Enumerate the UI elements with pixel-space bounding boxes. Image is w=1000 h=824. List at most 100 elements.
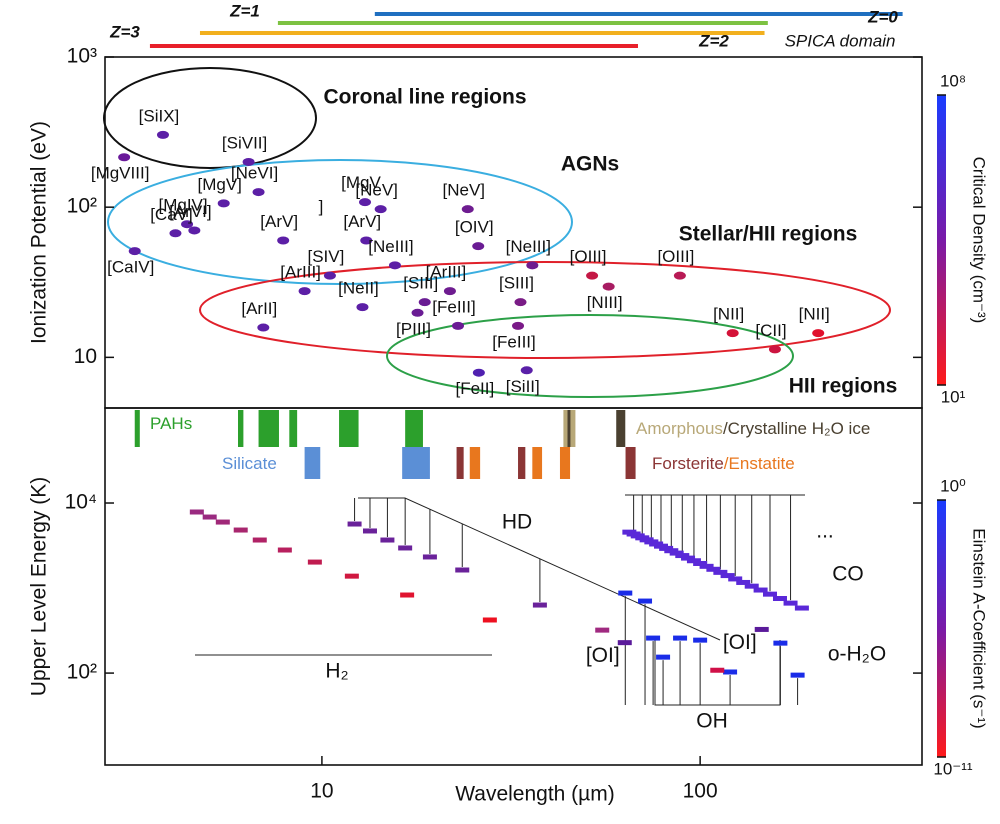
line-point [118, 153, 131, 162]
band [456, 447, 464, 479]
line-label: [ArIII] [280, 263, 321, 282]
line-level [347, 521, 362, 527]
line-level [618, 590, 633, 596]
series-name: H₂ [325, 660, 348, 683]
line-point [169, 229, 182, 238]
line-point [602, 282, 615, 291]
line-level [736, 579, 751, 585]
line-point [277, 236, 290, 245]
colorbar-tick-label: 10⁻¹¹ [933, 759, 973, 778]
line-level [233, 527, 248, 533]
band-caption-part: Silicate [222, 454, 277, 473]
line-level [673, 635, 688, 641]
annotation: Coronal line regions [323, 86, 526, 109]
line-label: [PIII] [396, 319, 431, 338]
redshift-label: Z=1 [229, 1, 260, 20]
line-level [710, 667, 725, 673]
line-point [128, 247, 141, 256]
y-tick-label: 10² [67, 195, 97, 218]
line-label: [NeV] [355, 181, 398, 200]
agn-region [107, 159, 573, 285]
x-axis-label: Wavelength (µm) [455, 783, 615, 806]
line-level [706, 566, 721, 572]
line-level [400, 592, 415, 598]
band [616, 410, 626, 447]
line-level [202, 514, 217, 520]
line-point [298, 287, 311, 296]
line-level [790, 672, 805, 678]
band [402, 447, 430, 479]
band [304, 447, 321, 479]
band-caption: Amorphous/Crystalline H₂O ice [636, 419, 870, 438]
line-label-part: [MgV [341, 174, 381, 193]
line-label: [FeIII] [492, 332, 535, 351]
hd-connector-line [358, 497, 721, 641]
line-point [472, 242, 485, 251]
colorbar-tick-label: 10⁸ [940, 71, 966, 90]
annotation: AGNs [561, 153, 619, 176]
line-point [188, 226, 201, 235]
band [237, 410, 244, 447]
line-level [422, 554, 437, 560]
line-level [252, 537, 267, 543]
line-point [526, 261, 539, 270]
line-level [482, 617, 497, 623]
line-label: [NeIII] [506, 237, 551, 256]
line-label: [MgV] [198, 175, 242, 194]
line-level [693, 560, 708, 566]
line-level [728, 576, 743, 582]
annotation: ... [816, 520, 834, 543]
line-level [773, 640, 788, 646]
line-level [622, 529, 637, 535]
line-level [699, 563, 714, 569]
band [405, 410, 423, 447]
colorbar-label: Critical Density (cm⁻³) [970, 157, 989, 324]
bottom-panel-frame [104, 407, 923, 766]
band [134, 410, 140, 447]
line-point [461, 205, 474, 214]
stellar-region [199, 261, 891, 359]
y-axis-label: Ionization Potential (eV) [28, 121, 51, 344]
y-tick-label: 10² [67, 661, 97, 684]
y-tick-label: 10 [74, 345, 97, 368]
line-point [359, 198, 372, 207]
band-caption: Silicate [222, 454, 277, 473]
line-label: [OIV] [455, 218, 494, 237]
line-level [307, 559, 322, 565]
line-level [532, 602, 547, 608]
line-label: [OIII] [657, 247, 694, 266]
band-caption-part: PAHs [150, 414, 192, 433]
line-level [277, 547, 292, 553]
line-level [720, 573, 735, 579]
band [258, 410, 279, 447]
domain-label: SPICA domain [785, 31, 896, 50]
line-level [455, 567, 470, 573]
line-label: [NeIII] [368, 237, 413, 256]
line-point [156, 130, 169, 139]
band-caption-part: /Enstatite [724, 454, 795, 473]
redshift-label: Z=0 [867, 7, 898, 26]
line-point [443, 287, 456, 296]
line-level [656, 654, 671, 660]
line-level [380, 537, 395, 543]
line-level [398, 545, 413, 551]
line-label: [NeVI] [231, 164, 278, 183]
line-level [693, 637, 708, 643]
annotation: Stellar/HII regions [679, 223, 858, 246]
y-tick-label: 10⁴ [65, 491, 97, 514]
line-point [768, 345, 781, 354]
line-label: [MgV] [319, 174, 382, 217]
line-label: [SIII] [499, 274, 534, 293]
line-point [242, 157, 255, 166]
line-label: [NeV] [442, 181, 485, 200]
band-caption-part: /Crystalline H₂O ice [723, 419, 870, 438]
colorbar-tick-label: 10⁰ [940, 476, 966, 495]
line-point [323, 271, 336, 280]
colorbar [937, 500, 946, 757]
line-level [595, 627, 610, 633]
line-point [514, 298, 527, 307]
line-level [783, 600, 798, 606]
band [532, 447, 543, 479]
line-point [356, 303, 369, 312]
